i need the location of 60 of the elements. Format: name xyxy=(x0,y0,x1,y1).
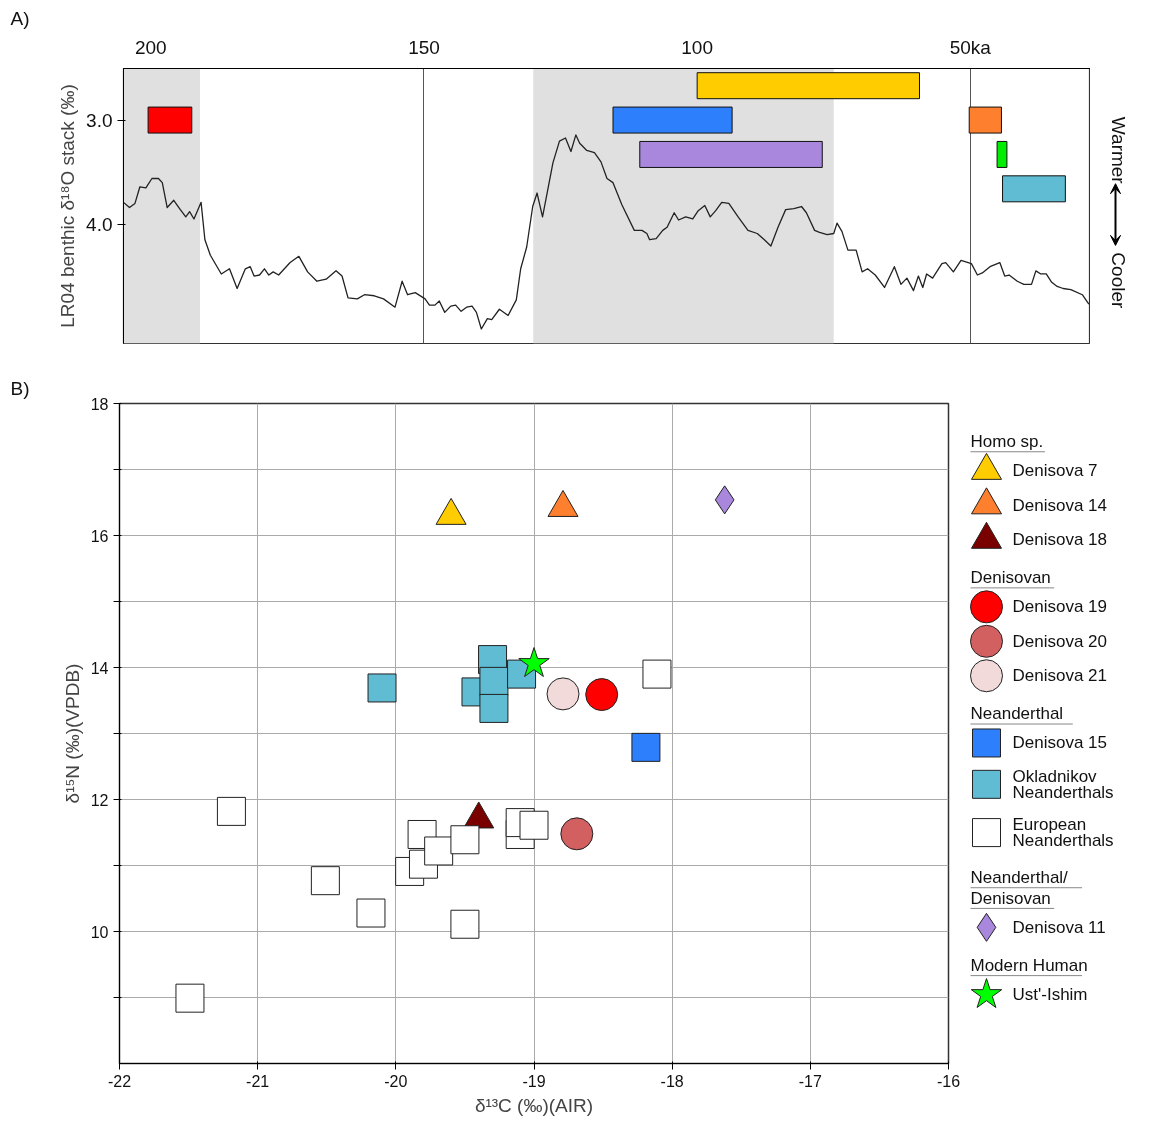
text: B) xyxy=(10,377,30,399)
legend-label: Denisova 19 xyxy=(1012,597,1108,617)
x-tick-label: 200 xyxy=(134,36,167,58)
legend-label: European Neanderthals xyxy=(1012,814,1114,851)
y-axis-title: LR04 benthic δ¹⁸O stack (‰) xyxy=(57,84,79,328)
point xyxy=(546,677,580,711)
legend-label: Denisova 21 xyxy=(1012,666,1108,686)
line-series xyxy=(123,134,1090,330)
x-tick-label: 100 xyxy=(681,36,713,58)
point xyxy=(216,796,246,826)
text: Warmer xyxy=(1108,116,1129,185)
legend-label: Denisova 7 xyxy=(1012,461,1098,481)
point xyxy=(175,983,205,1013)
y-tick-label: 12 xyxy=(90,791,109,809)
point xyxy=(560,817,594,851)
x-tick-label: -17 xyxy=(798,1072,822,1090)
text: Neanderthal/ Denisovan xyxy=(970,867,1069,908)
point xyxy=(519,810,549,840)
legend-label: Denisova 20 xyxy=(1012,631,1108,651)
x-tick-label: 50ka xyxy=(949,36,992,58)
point xyxy=(479,693,509,723)
x-tick-label: -18 xyxy=(660,1072,684,1090)
x-tick-label: -19 xyxy=(522,1072,546,1090)
y-tick-label: 18 xyxy=(90,395,109,413)
legend-label: Denisova 14 xyxy=(1012,495,1108,515)
point xyxy=(642,659,672,689)
point xyxy=(310,866,340,896)
point xyxy=(479,666,509,696)
x-axis-title: δ¹³C (‰)(AIR) xyxy=(474,1094,594,1116)
y-tick-label: 4.0 xyxy=(86,213,113,235)
text: Homo sp. xyxy=(970,431,1044,451)
legend-label: Ust'-Ishim xyxy=(1012,985,1088,1005)
legend-label: Okladnikov Neanderthals xyxy=(1012,766,1114,803)
point xyxy=(424,836,454,866)
x-tick-label: -16 xyxy=(936,1072,961,1090)
x-tick-label: -20 xyxy=(384,1072,408,1090)
y-tick-label: 16 xyxy=(90,527,109,545)
y-tick-label: 10 xyxy=(90,923,109,941)
point xyxy=(518,647,550,677)
point xyxy=(714,485,735,515)
text: Neanderthal xyxy=(970,704,1064,724)
text: Modern Human xyxy=(970,955,1088,975)
x-tick-label: -21 xyxy=(246,1072,270,1090)
y-axis-title: δ¹⁵N (‰)(VPDB) xyxy=(61,663,83,804)
text: A) xyxy=(10,7,30,29)
point xyxy=(367,673,397,703)
legend-label: Denisova 18 xyxy=(1012,530,1108,550)
x-tick-label: 150 xyxy=(408,36,440,58)
point xyxy=(450,909,480,939)
point xyxy=(631,732,661,762)
legend-label: Denisova 15 xyxy=(1012,733,1108,753)
y-tick-label: 14 xyxy=(90,659,109,677)
point xyxy=(585,678,619,712)
legend-label: Denisova 11 xyxy=(1012,917,1106,937)
y-tick-label: 3.0 xyxy=(86,109,113,131)
text: Denisovan xyxy=(970,568,1051,588)
point xyxy=(450,825,480,855)
x-tick-label: -22 xyxy=(107,1072,132,1090)
point xyxy=(356,898,386,928)
text: Cooler xyxy=(1108,252,1129,309)
